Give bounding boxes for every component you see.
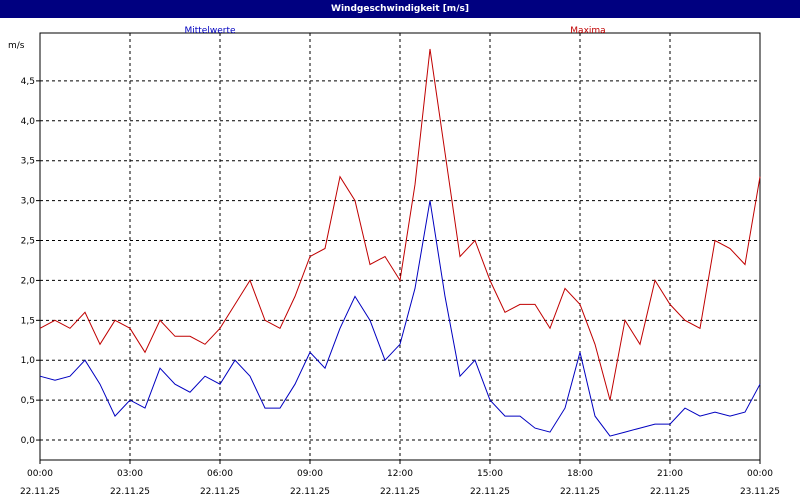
legend-maxima: Maxima — [570, 26, 605, 36]
x-tick-time-label: 09:00 — [297, 469, 323, 479]
y-tick-label: 0,5 — [21, 396, 35, 406]
y-tick-label: 0,0 — [21, 436, 36, 446]
x-tick-date-label: 22.11.25 — [200, 487, 240, 497]
x-tick-date-label: 22.11.25 — [470, 487, 510, 497]
legend-mittelwerte: Mittelwerte — [184, 26, 235, 36]
y-tick-label: 4,5 — [21, 77, 35, 87]
x-tick-time-label: 18:00 — [567, 469, 593, 479]
x-axis: 00:00 22.11.25 03:00 22.11.25 06:00 22.11.25 0… — [20, 460, 780, 497]
grid — [40, 33, 760, 460]
series-lines — [39, 48, 761, 437]
x-tick-time-label: 00:00 — [747, 469, 773, 479]
y-tick-label: 3,5 — [21, 157, 35, 167]
y-tick-label: 2,5 — [21, 237, 35, 247]
y-axis-unit-label: m/s — [8, 41, 25, 51]
y-tick-label: 1,5 — [21, 316, 35, 326]
x-tick-time-label: 03:00 — [117, 469, 143, 479]
x-tick-date-label: 22.11.25 — [560, 487, 600, 497]
x-tick-date-label: 22.11.25 — [110, 487, 150, 497]
x-tick-date-label: 22.11.25 — [650, 487, 690, 497]
x-tick-date-label: 22.11.25 — [290, 487, 330, 497]
series-line-mittelwerte — [39, 200, 761, 437]
y-tick-label: 1,0 — [21, 356, 36, 366]
x-tick-time-label: 00:00 — [27, 469, 53, 479]
chart-title: Windgeschwindigkeit [m/s] — [0, 0, 800, 18]
x-tick-time-label: 15:00 — [477, 469, 503, 479]
x-tick-time-label: 12:00 — [387, 469, 413, 479]
x-tick-time-label: 06:00 — [207, 469, 233, 479]
x-tick-date-label: 22.11.25 — [20, 487, 60, 497]
x-tick-date-label: 23.11.25 — [740, 487, 780, 497]
x-tick-date-label: 22.11.25 — [380, 487, 420, 497]
y-tick-label: 3,0 — [21, 197, 36, 207]
x-tick-time-label: 21:00 — [657, 469, 683, 479]
y-axis: 0,0 0,5 1,0 1,5 2,0 2,5 3,0 3,5 4,0 4,5 — [21, 77, 40, 446]
y-tick-label: 4,0 — [21, 117, 36, 127]
series-line-maxima — [39, 48, 761, 401]
y-tick-label: 2,0 — [21, 276, 36, 286]
